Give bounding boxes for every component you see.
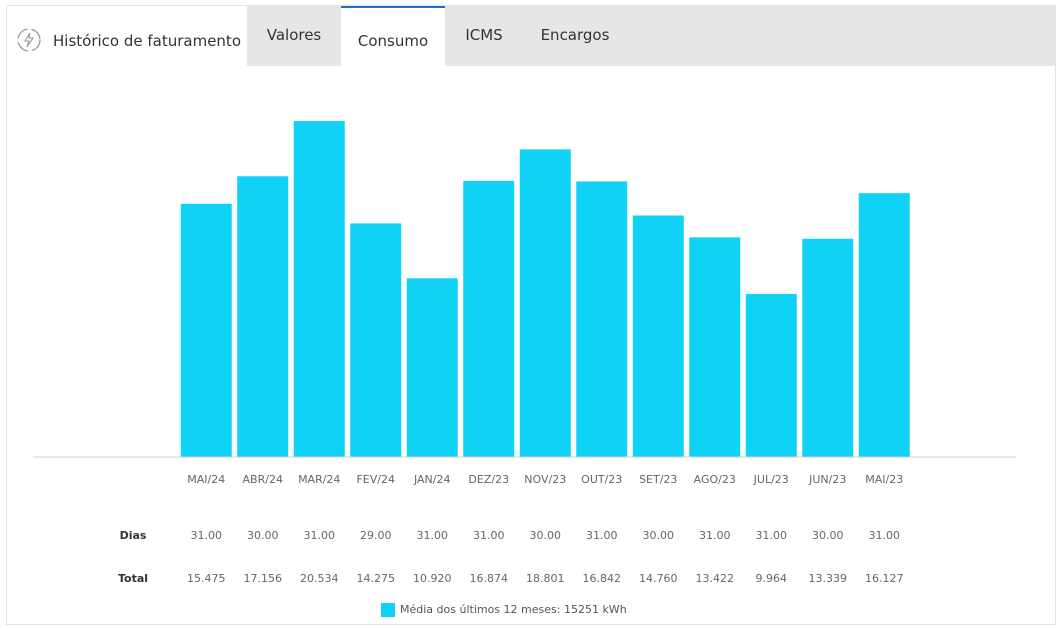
- legend-swatch: [381, 603, 395, 617]
- row-value: 15.475: [187, 572, 226, 585]
- x-tick-label: JUN/23: [808, 473, 846, 486]
- row-value: 20.534: [300, 572, 339, 585]
- x-tick-label: JUL/23: [753, 473, 789, 486]
- bar: [463, 180, 515, 457]
- row-value: 16.874: [470, 572, 509, 585]
- row-value: 14.275: [357, 572, 396, 585]
- bar: [689, 237, 741, 457]
- x-tick-label: SET/23: [639, 473, 677, 486]
- panel: Histórico de faturamento Valores Consumo…: [6, 5, 1056, 625]
- x-tick-label: JAN/24: [413, 473, 451, 486]
- bar: [858, 193, 910, 457]
- row-value: 31.00: [191, 529, 223, 542]
- icon: [17, 28, 41, 52]
- row-value: 13.339: [809, 572, 848, 585]
- row-value: 31.00: [473, 529, 505, 542]
- tab[interactable]: Encargos: [540, 26, 610, 44]
- row-value: 31.00: [304, 529, 336, 542]
- bar: [519, 149, 571, 457]
- row-value: 18.801: [526, 572, 565, 585]
- bar: [745, 293, 797, 457]
- bar: [350, 223, 402, 457]
- row-value: 14.760: [639, 572, 678, 585]
- tab[interactable]: ICMS: [465, 26, 503, 44]
- row-value: 31.00: [417, 529, 449, 542]
- row-value: 13.422: [696, 572, 735, 585]
- row-value: 9.964: [756, 572, 788, 585]
- tab[interactable]: Valores: [266, 26, 322, 44]
- row-value: 10.920: [413, 572, 452, 585]
- row-value: 29.00: [360, 529, 392, 542]
- bar: [406, 278, 458, 457]
- x-tick-label: FEV/24: [356, 473, 395, 486]
- x-tick-label: ABR/24: [243, 473, 283, 486]
- row-value: 30.00: [812, 529, 844, 542]
- row-value: 31.00: [586, 529, 618, 542]
- x-tick-label: AGO/23: [694, 473, 736, 486]
- x-tick-label: OUT/23: [581, 473, 622, 486]
- row-label: Dias: [120, 529, 147, 542]
- x-tick-label: MAI/24: [187, 473, 225, 486]
- header: Histórico de faturamento Valores Consumo…: [7, 6, 1055, 66]
- row-value: 31.00: [756, 529, 788, 542]
- x-tick-label: NOV/23: [524, 473, 566, 486]
- bar: [237, 176, 289, 457]
- bar: [180, 203, 232, 457]
- row-value: 16.127: [865, 572, 904, 585]
- x-tick-label: MAR/24: [298, 473, 340, 486]
- row-value: 17.156: [244, 572, 283, 585]
- x-tick-label: MAI/23: [865, 473, 903, 486]
- row-value: 30.00: [643, 529, 675, 542]
- row-label: Total: [118, 572, 148, 585]
- bar: [576, 181, 628, 457]
- row-value: 16.842: [583, 572, 622, 585]
- bar: [802, 238, 854, 457]
- row-value: 31.00: [699, 529, 731, 542]
- row-value: 31.00: [869, 529, 901, 542]
- bar: [293, 121, 345, 457]
- x-tick-label: DEZ/23: [468, 473, 509, 486]
- bar: [632, 215, 684, 457]
- title-box: Histórico de faturamento: [7, 6, 247, 66]
- row-value: 30.00: [247, 529, 279, 542]
- tab[interactable]: Consumo: [341, 6, 445, 66]
- legend-label: Média dos últimos 12 meses: 15251 kWh: [400, 603, 627, 616]
- row-value: 30.00: [530, 529, 562, 542]
- title: Histórico de faturamento: [53, 32, 241, 50]
